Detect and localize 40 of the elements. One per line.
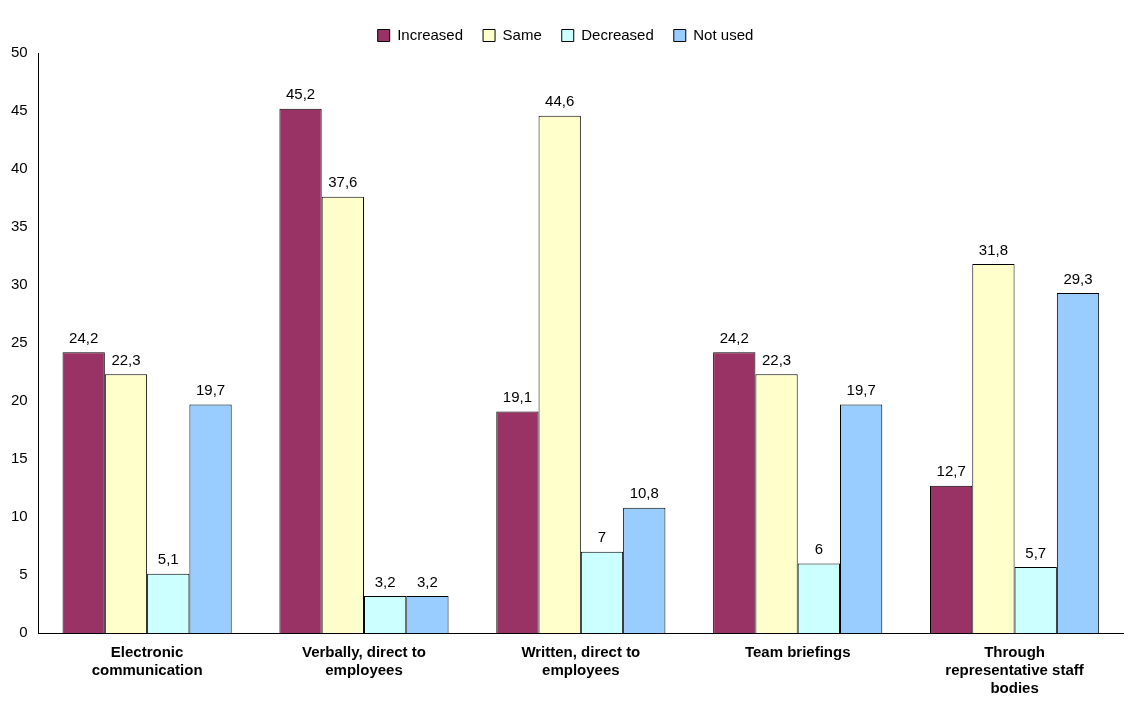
legend-label: Decreased [581,25,654,43]
y-tick-label: 5 [19,565,28,583]
data-label: 12,7 [936,462,966,480]
x-tick-label: Electronic communication [91,643,203,679]
data-label: 6 [814,540,824,558]
data-label: 44,6 [545,92,575,110]
x-tick-label: Written, direct to employees [521,643,641,679]
data-label: 19,7 [846,381,876,399]
legend-label: Same [502,25,542,43]
y-tick-label: 10 [11,507,28,525]
data-label: 5,1 [157,550,179,568]
data-label: 19,7 [195,381,226,399]
data-label: 37,6 [328,173,358,191]
y-tick-label: 40 [11,159,28,177]
legend-label: Increased [397,25,464,43]
y-tick-label: 25 [11,333,28,351]
data-label: 10,8 [629,484,659,502]
data-label: 29,3 [1063,269,1093,287]
data-label: 7 [597,528,607,546]
y-tick-label: 30 [11,275,28,293]
data-label: 22,3 [111,350,141,368]
legend-label: Not used [693,25,754,43]
y-tick-label: 35 [11,217,28,235]
y-tick-label: 50 [11,43,28,61]
data-label: 22,3 [761,350,792,368]
data-label: 45,2 [285,85,316,103]
data-label: 3,2 [374,572,396,590]
y-tick-label: 15 [11,449,28,467]
data-label: 5,7 [1025,543,1047,561]
x-tick-label: Through representative staff bodies [945,643,1085,697]
data-label: 24,2 [719,328,749,346]
y-tick-label: 0 [19,623,28,641]
x-tick-label: Verbally, direct to employees [302,643,426,679]
x-tick-label: Team briefings [744,643,851,661]
data-label: 19,1 [502,388,533,406]
y-tick-label: 45 [11,101,28,119]
data-label: 3,2 [416,572,438,590]
y-tick-label: 20 [11,391,28,409]
data-label: 31,8 [978,240,1009,258]
data-label: 24,2 [69,328,99,346]
